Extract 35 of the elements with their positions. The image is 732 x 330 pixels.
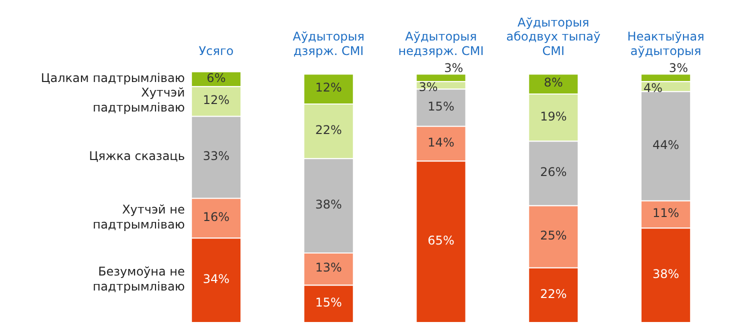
data-label: 8%	[544, 76, 563, 90]
data-label: 26%	[540, 165, 567, 180]
data-label: 12%	[202, 93, 230, 108]
series-label: Хутчэй не падтрымліваю	[92, 202, 185, 232]
data-label: 3%	[418, 80, 438, 94]
data-label: 13%	[315, 260, 342, 275]
data-label: 65%	[428, 233, 454, 248]
data-label: 14%	[428, 135, 454, 150]
data-label: 16%	[202, 210, 230, 224]
data-label: 3%	[668, 60, 688, 75]
series-label: Цалкам падтрымліваю	[40, 70, 185, 85]
data-label: 44%	[652, 138, 680, 152]
data-label: 38%	[315, 197, 342, 212]
x-tick-label: Усяго	[198, 44, 234, 58]
series-label: Хутчэй падтрымліваю	[92, 86, 185, 115]
data-label: 4%	[644, 81, 663, 96]
series-label: Безумоўна не падтрымліваю	[92, 264, 185, 294]
data-label: 3%	[444, 60, 464, 75]
data-label: 22%	[315, 122, 342, 137]
data-label: 11%	[652, 206, 680, 220]
series-label: Цяжка сказаць	[88, 148, 185, 163]
x-tick-label: Неактыўная аўдыторыя	[627, 30, 704, 58]
data-label: 22%	[540, 286, 567, 301]
data-label: 15%	[428, 99, 454, 114]
data-label: 34%	[202, 272, 230, 286]
data-label: 15%	[315, 296, 342, 310]
data-label: 33%	[202, 148, 230, 163]
data-label: 6%	[206, 70, 226, 85]
x-tick-label: Аўдыторыя недзярж. СМІ	[398, 30, 484, 58]
data-label: 12%	[315, 80, 342, 95]
data-label: 25%	[540, 228, 567, 242]
data-label: 38%	[652, 266, 680, 281]
data-label: 19%	[540, 109, 567, 124]
x-tick-label: Аўдыторыя абодвух тыпаў СМІ	[506, 15, 601, 58]
x-tick-label: Аўдыторыя дзярж. СМІ	[292, 30, 364, 58]
